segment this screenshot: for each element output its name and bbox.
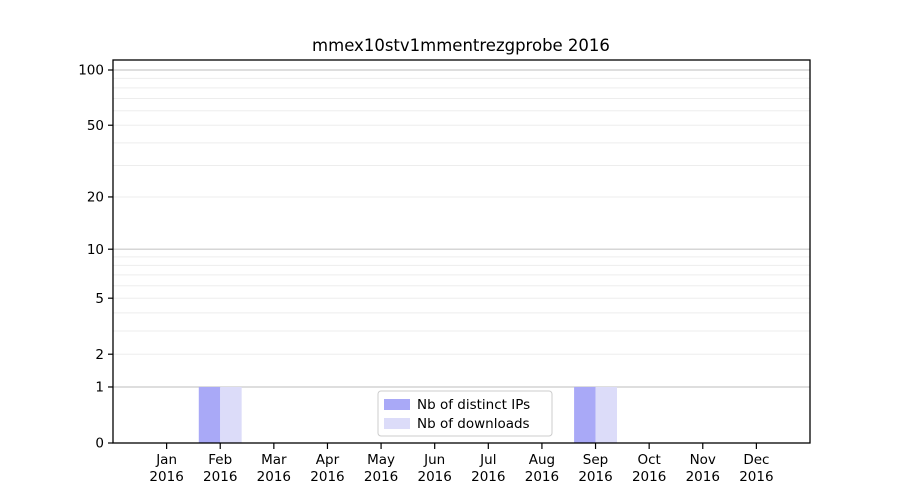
x-tick-label-year-jan: 2016: [149, 469, 183, 485]
legend-label-nb-of-downloads: Nb of downloads: [417, 416, 530, 432]
axes-frame: [112, 59, 811, 444]
x-tick-label-year-may: 2016: [364, 469, 398, 485]
y-tick-label-20: 20: [87, 190, 104, 206]
x-tick-label-month-may: May: [367, 452, 395, 468]
legend-swatch-nb-of-downloads: [384, 418, 410, 429]
x-tick-label-year-jul: 2016: [471, 469, 505, 485]
x-tick-label-month-mar: Mar: [261, 452, 287, 468]
x-tick-label-month-aug: Aug: [529, 452, 555, 468]
x-tick-label-month-nov: Nov: [690, 452, 716, 468]
y-tick-label-0: 0: [95, 436, 104, 452]
x-tick-label-month-apr: Apr: [316, 452, 340, 468]
x-tick-label-year-apr: 2016: [310, 469, 344, 485]
x-tick-label-month-feb: Feb: [208, 452, 232, 468]
x-tick-label-month-jan: Jan: [155, 452, 177, 468]
x-tick-label-month-jun: Jun: [423, 452, 445, 468]
x-tick-label-year-feb: 2016: [203, 469, 237, 485]
legend-swatch-nb-of-distinct-ips: [384, 399, 410, 410]
bar-nb-of-distinct-ips-feb: [198, 386, 221, 443]
x-tick-label-month-sep: Sep: [583, 452, 608, 468]
y-tick-label-1: 1: [95, 380, 104, 396]
x-tick-label-year-mar: 2016: [257, 469, 291, 485]
x-tick-label-year-jun: 2016: [418, 469, 452, 485]
y-tick-label-5: 5: [95, 291, 104, 307]
bar-nb-of-downloads-sep: [595, 386, 617, 443]
x-tick-label-month-oct: Oct: [637, 452, 660, 468]
x-tick-label-year-sep: 2016: [578, 469, 612, 485]
y-tick-label-10: 10: [87, 242, 104, 258]
chart-title: mmex10stv1mmentrezgprobe 2016: [312, 36, 610, 55]
x-tick-label-year-aug: 2016: [525, 469, 559, 485]
bar-nb-of-distinct-ips-sep: [574, 386, 596, 443]
y-tick-label-50: 50: [87, 118, 104, 134]
x-tick-label-month-dec: Dec: [743, 452, 769, 468]
x-tick-label-month-jul: Jul: [479, 452, 496, 468]
plot-area: 0125102050100Jan2016Feb2016Mar2016Apr201…: [78, 59, 811, 485]
legend-box: [377, 390, 553, 437]
x-tick-label-year-oct: 2016: [632, 469, 666, 485]
bar-nb-of-downloads-feb: [220, 386, 242, 443]
y-tick-label-100: 100: [78, 63, 104, 79]
y-tick-label-2: 2: [95, 347, 104, 363]
x-tick-label-year-dec: 2016: [739, 469, 773, 485]
x-tick-label-year-nov: 2016: [686, 469, 720, 485]
legend-label-nb-of-distinct-ips: Nb of distinct IPs: [417, 397, 530, 413]
